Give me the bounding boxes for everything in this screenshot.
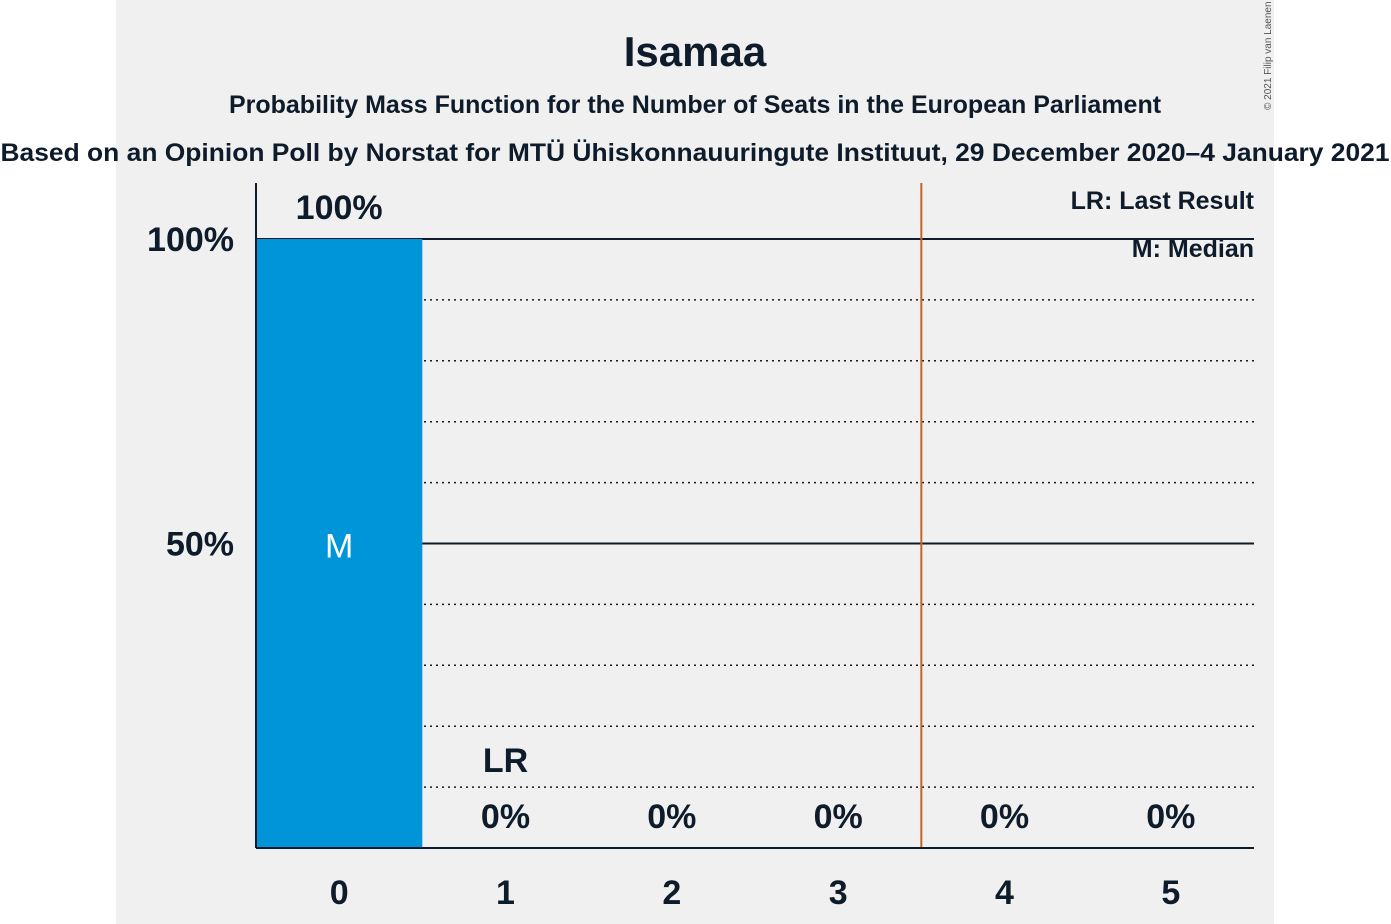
last-result-marker: LR <box>483 742 528 780</box>
median-marker: M <box>325 528 353 566</box>
data-label-seats-3: 0% <box>814 798 863 836</box>
chart-title: Isamaa <box>624 28 767 75</box>
x-tick-label-1: 1 <box>496 874 515 912</box>
copyright-note: © 2021 Filip van Laenen <box>1263 1 1274 110</box>
bar-seats-0 <box>256 239 423 848</box>
bars <box>256 239 423 848</box>
gridlines <box>256 238 1254 788</box>
x-tick-label-2: 2 <box>662 874 681 912</box>
legend-item-median: M: Median <box>1132 235 1254 263</box>
data-label-seats-1: 0% <box>481 798 530 836</box>
axes <box>255 183 1254 849</box>
chart-subtitle: Probability Mass Function for the Number… <box>229 91 1162 119</box>
x-tick-label-0: 0 <box>330 874 349 912</box>
y-tick-label-100: 100% <box>147 221 234 259</box>
labels: 100% 0 0% 1 0% 2 0% 3 0% 4 0% 5 M LR 50% 100% <box>147 189 1195 912</box>
y-tick-label-50: 50% <box>166 526 234 564</box>
data-label-seats-0: 100% <box>296 189 383 227</box>
x-tick-label-4: 4 <box>995 874 1014 912</box>
x-tick-label-5: 5 <box>1161 874 1180 912</box>
data-label-seats-5: 0% <box>1146 798 1195 836</box>
chart-source: Based on an Opinion Poll by Norstat for … <box>1 138 1390 167</box>
legend-item-last-result: LR: Last Result <box>1071 187 1255 215</box>
x-tick-label-3: 3 <box>829 874 848 912</box>
data-label-seats-4: 0% <box>980 798 1029 836</box>
data-label-seats-2: 0% <box>647 798 696 836</box>
